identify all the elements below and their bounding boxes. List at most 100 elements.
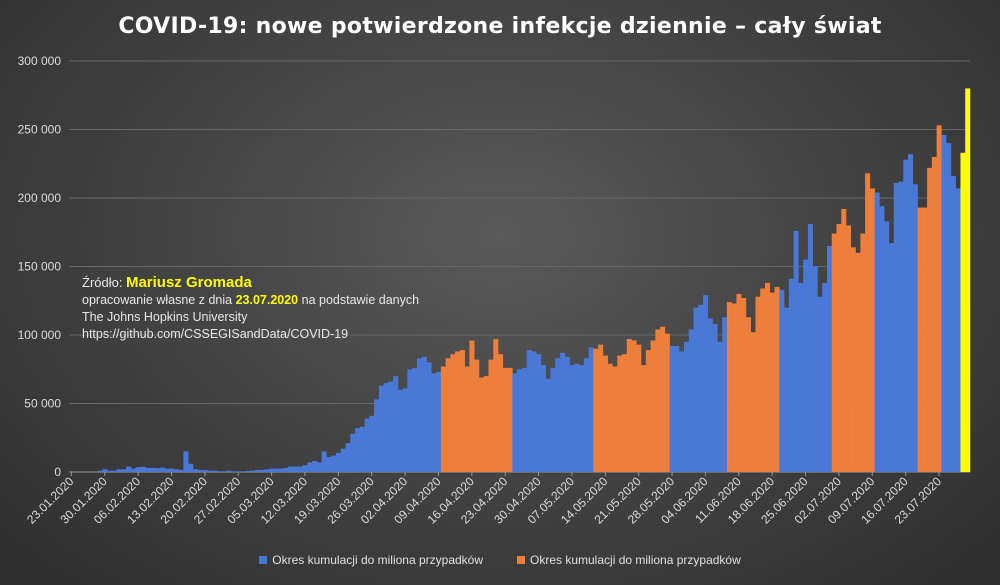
bar — [464, 366, 470, 472]
source-line2-prefix: opracowanie własne z dnia — [82, 293, 233, 307]
bar — [965, 88, 971, 473]
bar — [898, 181, 904, 472]
bar — [826, 245, 832, 472]
bar — [235, 471, 241, 472]
bar — [192, 469, 198, 472]
y-tick-label: 200 000 — [18, 191, 62, 205]
bar — [426, 362, 432, 472]
bar — [621, 354, 628, 472]
bar — [846, 225, 852, 472]
bar-series — [97, 88, 971, 473]
bar — [555, 358, 561, 472]
bar — [359, 426, 365, 472]
bar — [474, 359, 480, 472]
bar — [540, 365, 546, 472]
source-label: Źródło: — [82, 275, 123, 290]
bar — [121, 469, 127, 472]
bar — [664, 333, 670, 472]
legend-item-blue: Okres kumulacji do miliona przypadków — [259, 553, 483, 567]
chart-title: COVID-19: nowe potwierdzone infekcje dzi… — [118, 14, 882, 39]
bar — [455, 351, 461, 472]
bar — [445, 358, 451, 472]
bar — [169, 468, 175, 472]
bar — [831, 233, 837, 472]
bar — [917, 207, 923, 472]
bar — [741, 298, 747, 472]
bar — [536, 354, 542, 472]
legend-swatch-blue — [259, 556, 268, 564]
bar — [107, 470, 113, 472]
bar — [502, 367, 508, 472]
bar — [726, 302, 732, 472]
y-tick-label: 0 — [54, 465, 61, 479]
bar — [612, 366, 618, 472]
bar — [912, 184, 918, 473]
bar — [326, 456, 332, 472]
bar — [688, 329, 694, 472]
bar — [860, 233, 866, 472]
bar — [631, 340, 637, 472]
bar — [364, 418, 370, 472]
bar — [908, 154, 914, 472]
bar — [941, 134, 947, 473]
bar — [188, 463, 194, 472]
bar — [378, 385, 384, 472]
source-author: Mariusz Gromada — [125, 274, 252, 291]
bar — [130, 468, 136, 472]
bar — [903, 159, 909, 472]
source-line4: https://github.com/CSSEGISandData/COVID-… — [82, 327, 349, 341]
legend-label-blue: Okres kumulacji do miliona przypadków — [272, 553, 483, 567]
legend: Okres kumulacji do miliona przypadków Ok… — [0, 553, 1000, 567]
bar — [164, 468, 170, 472]
bar — [869, 188, 875, 472]
bar — [798, 282, 804, 472]
bar — [478, 377, 484, 472]
bar — [955, 188, 961, 472]
bar — [321, 451, 327, 472]
bar — [793, 230, 799, 472]
bar — [383, 382, 389, 472]
bar — [626, 339, 632, 472]
bar — [707, 318, 713, 472]
bar — [841, 208, 847, 472]
bar — [135, 467, 141, 472]
bar — [588, 347, 594, 472]
bar — [660, 326, 666, 472]
bar — [269, 468, 275, 472]
bar — [602, 355, 608, 472]
bar — [693, 307, 699, 472]
bar — [111, 470, 117, 472]
bar — [593, 348, 599, 472]
bar — [340, 448, 346, 472]
bar — [655, 329, 661, 472]
bar — [650, 340, 656, 472]
bar — [250, 470, 256, 472]
bar — [231, 471, 237, 472]
y-gridlines — [69, 60, 970, 473]
bar — [812, 266, 818, 472]
bar — [488, 359, 494, 472]
bar — [931, 156, 937, 472]
bar — [745, 317, 751, 472]
bar — [855, 252, 861, 472]
bar — [245, 470, 251, 472]
bar — [355, 428, 361, 472]
bar — [560, 352, 566, 472]
bar — [683, 341, 689, 472]
bar — [698, 304, 704, 472]
bar — [884, 221, 890, 472]
bar — [498, 354, 504, 472]
bar — [369, 415, 375, 472]
bar — [202, 469, 208, 472]
source-annotation: Źródło: Mariusz Gromada opracowanie włas… — [82, 274, 419, 343]
bar — [102, 469, 108, 472]
bar — [154, 468, 160, 472]
bar — [297, 466, 303, 472]
bar — [579, 365, 585, 472]
bar — [212, 470, 218, 472]
bar — [545, 378, 551, 472]
bar — [893, 182, 899, 472]
bar — [254, 469, 260, 472]
y-tick-label: 100 000 — [18, 328, 62, 342]
bar — [335, 452, 341, 472]
